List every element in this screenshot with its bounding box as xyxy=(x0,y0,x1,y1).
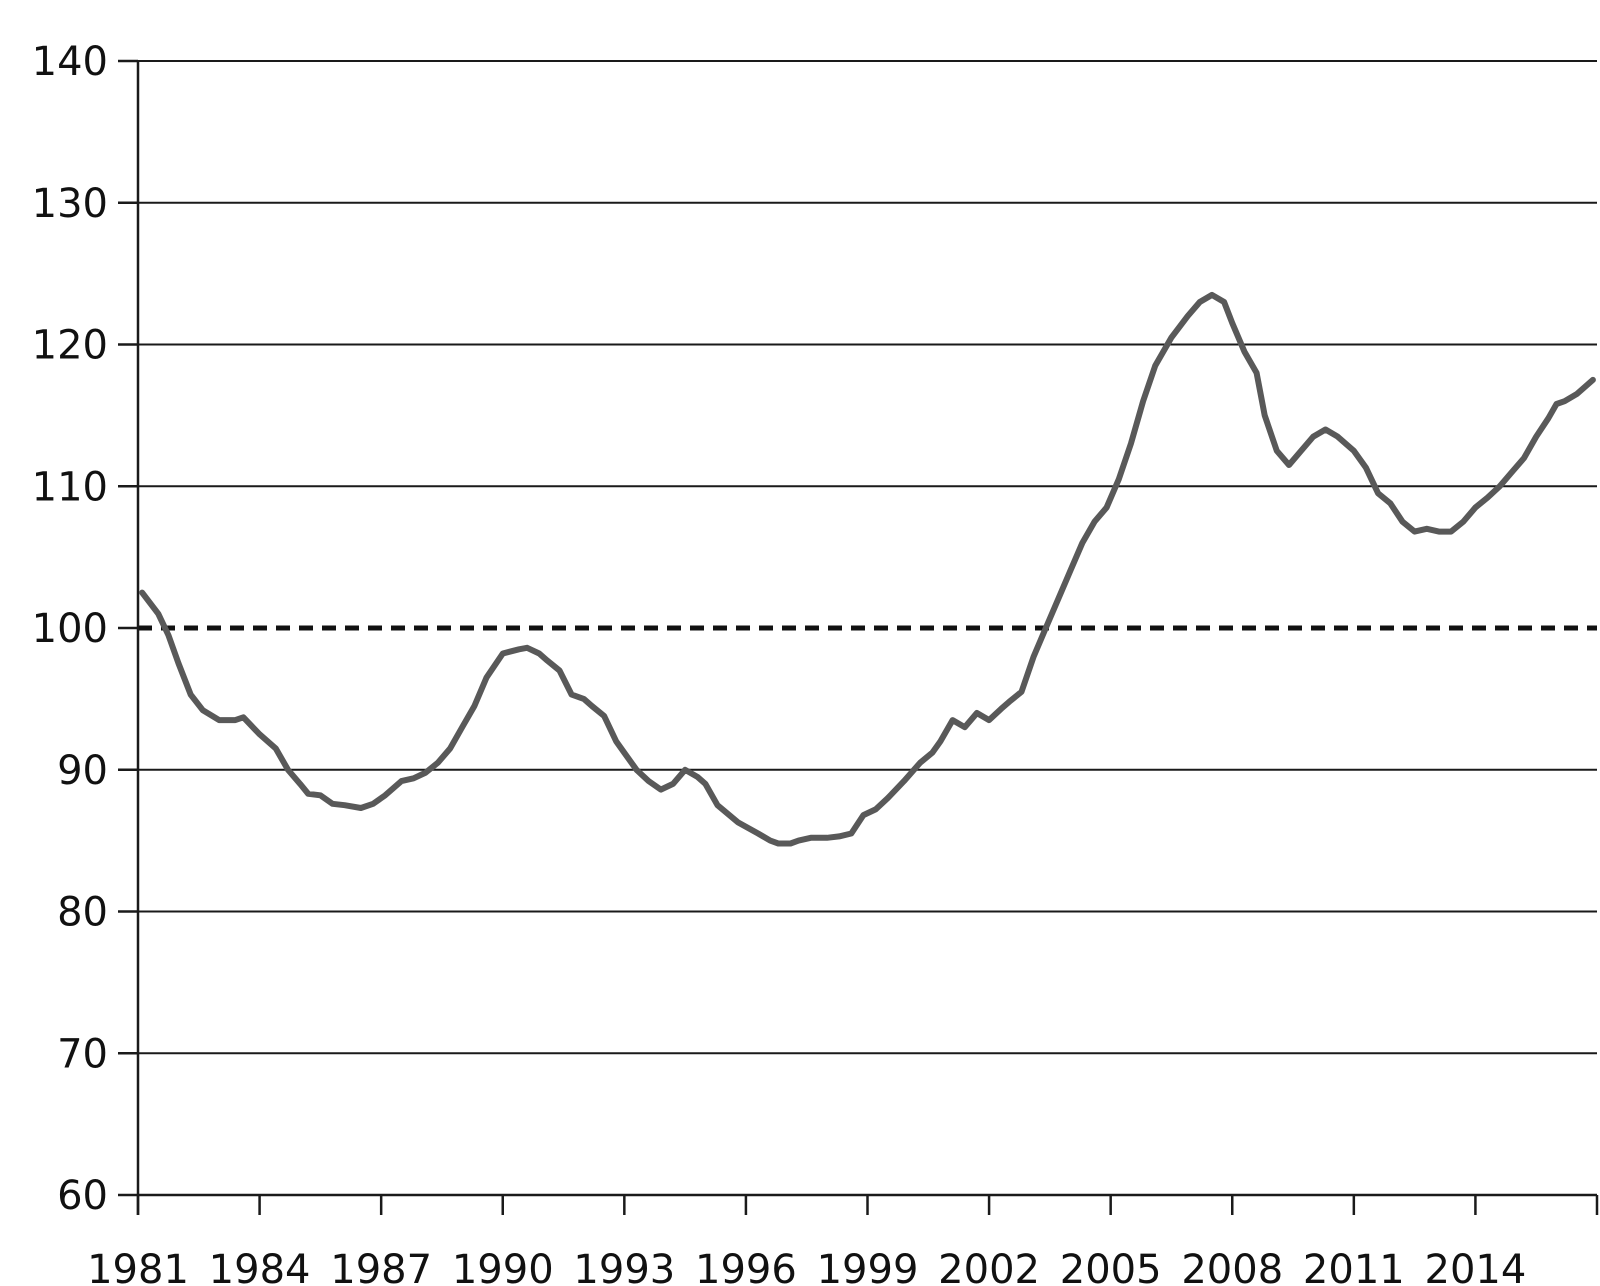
y-tick-label: 60 xyxy=(57,1173,108,1219)
x-tick-label: 2014 xyxy=(1425,1247,1527,1286)
y-tick-label: 110 xyxy=(32,464,108,510)
y-tick-label: 140 xyxy=(32,39,108,85)
axes xyxy=(118,59,1599,1215)
y-tick-label: 130 xyxy=(32,181,108,227)
y-tick-label: 80 xyxy=(57,890,108,936)
y-tick-label: 120 xyxy=(32,323,108,369)
series-line-0 xyxy=(139,291,1596,847)
tick-labels: 60 70 80 90 100 110 120 130 140 1981 1984 1987 1990 1… xyxy=(32,39,1527,1286)
x-tick-label: 2002 xyxy=(938,1247,1040,1286)
x-tick-label: 1987 xyxy=(330,1247,432,1286)
y-tick-label: 70 xyxy=(57,1031,108,1077)
x-tick-label: 1981 xyxy=(87,1247,189,1286)
series-group xyxy=(139,291,1596,847)
x-tick-label: 1993 xyxy=(573,1247,675,1286)
x-tick-label: 1996 xyxy=(695,1247,797,1286)
x-tick-label: 2008 xyxy=(1181,1247,1283,1286)
x-tick-label: 2005 xyxy=(1060,1247,1162,1286)
y-tick-label: 100 xyxy=(32,606,108,652)
y-tick-label: 90 xyxy=(57,748,108,794)
gridlines xyxy=(138,60,1597,1055)
x-tick-label: 2011 xyxy=(1303,1247,1405,1286)
x-tick-label: 1984 xyxy=(209,1247,311,1286)
x-tick-label: 1990 xyxy=(452,1247,554,1286)
x-tick-label: 1999 xyxy=(817,1247,919,1286)
